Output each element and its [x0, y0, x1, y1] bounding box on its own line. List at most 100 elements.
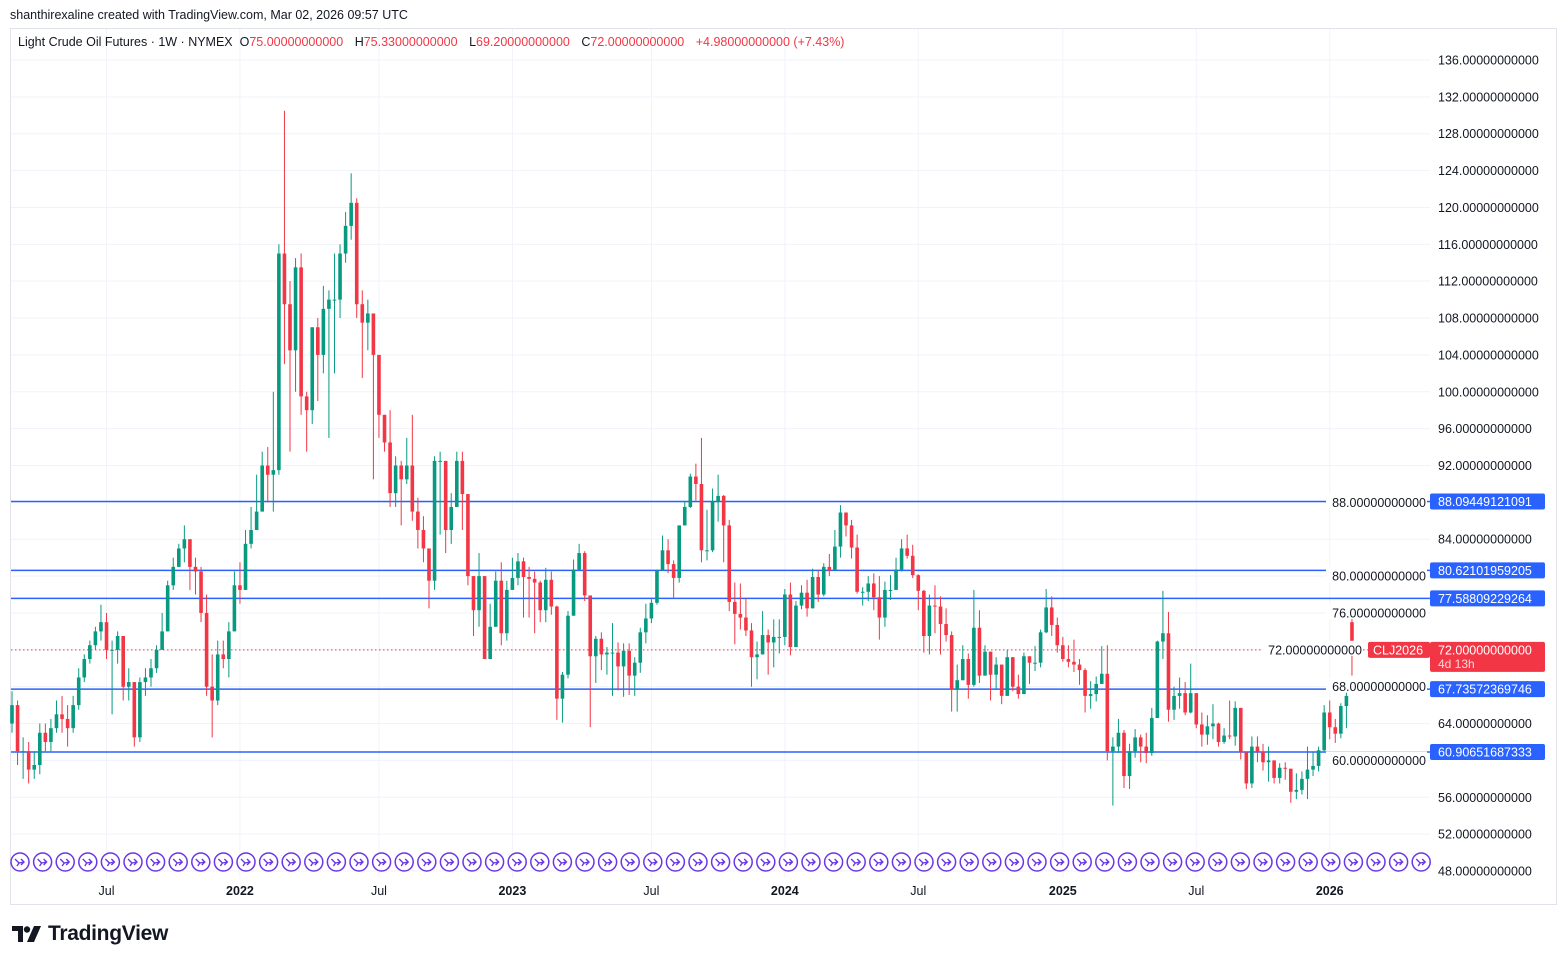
rollover-icon-arrow: [1234, 858, 1246, 867]
candle: [1277, 763, 1282, 784]
candle-body: [1211, 723, 1215, 727]
rollover-icon-circle: [417, 852, 437, 872]
candle-body: [1233, 707, 1237, 737]
candle-body: [571, 569, 576, 616]
candle: [966, 653, 971, 699]
open-value: 75.00000000000: [249, 35, 344, 49]
rollover-icon-circle: [1117, 852, 1138, 872]
candle-body: [1244, 752, 1249, 784]
candle: [393, 456, 398, 507]
candle-body: [1116, 732, 1121, 747]
time-tick-label: Jul: [99, 884, 115, 898]
candle-body: [126, 682, 131, 687]
price-tick-label-backing: [1326, 751, 1427, 767]
level-price-label: 67.73572369746: [1438, 683, 1532, 697]
candle-body: [449, 506, 454, 531]
candle: [99, 604, 103, 641]
candle-body: [543, 579, 548, 611]
candle-body: [1316, 750, 1321, 766]
candle: [60, 695, 64, 733]
candle-body: [960, 659, 965, 681]
candle-body: [1033, 662, 1037, 664]
rollover-icon-arrow: [1415, 858, 1427, 867]
candle: [777, 619, 782, 654]
rollover-icon: [1275, 852, 1296, 872]
candle-body: [65, 718, 70, 729]
rollover-icon-circle: [32, 852, 53, 872]
low-label: L: [469, 35, 477, 49]
candle-body: [833, 546, 837, 571]
candle-body: [555, 606, 559, 699]
candle: [1311, 752, 1315, 777]
candle: [416, 497, 420, 549]
tradingview-logo-icon: [12, 926, 41, 942]
rollover-icon-circle: [484, 852, 505, 872]
rollover-icon-circle: [507, 852, 527, 872]
rollover-icon-arrow: [602, 858, 613, 867]
candle: [71, 695, 75, 733]
candle: [1038, 629, 1043, 668]
candle-body: [26, 751, 31, 770]
rollover-icon-arrow: [873, 858, 884, 867]
price-tick-label: 92.00000000000: [1438, 459, 1532, 473]
level-price-badge: [1430, 744, 1545, 761]
candle: [988, 651, 993, 701]
candle-body: [310, 327, 315, 411]
candle-body: [866, 583, 871, 592]
chart-frame: [10, 28, 1557, 905]
candle: [555, 605, 559, 720]
candle-body: [821, 566, 826, 595]
candle: [1122, 729, 1126, 789]
candle-body: [349, 202, 353, 226]
candle-body: [777, 636, 782, 638]
candle: [1094, 676, 1098, 702]
rollover-icon: [281, 852, 301, 872]
rollover-icon: [1117, 852, 1138, 872]
candle-body: [632, 662, 637, 676]
candle: [1016, 674, 1021, 699]
candle: [1099, 646, 1104, 684]
candle-body: [132, 682, 137, 738]
rollover-icon-circle: [982, 852, 1002, 872]
candle: [866, 576, 871, 601]
candle-body: [1166, 633, 1171, 710]
candle: [488, 603, 492, 660]
candle: [1166, 612, 1171, 722]
price-tick-label-backing: [1326, 493, 1427, 509]
candle-body: [404, 465, 409, 480]
candle: [916, 574, 921, 611]
candle-body: [265, 465, 270, 475]
candle: [738, 583, 743, 630]
candle-body: [794, 605, 798, 648]
rollover-icon: [1072, 852, 1092, 872]
rollover-icon-arrow: [127, 858, 138, 867]
candle-body: [1133, 737, 1137, 752]
candle: [588, 595, 593, 728]
price-tick-label: 64.00000000000: [1438, 717, 1532, 731]
candle-body: [1305, 769, 1310, 779]
rollover-icon-arrow: [172, 858, 184, 867]
candle-body: [1311, 765, 1315, 770]
candle: [721, 494, 726, 563]
tradingview-logo[interactable]: TradingView: [12, 922, 168, 946]
candle-body: [99, 622, 103, 632]
candle-body: [1333, 727, 1338, 734]
close-value: 72.00000000000: [590, 35, 685, 49]
price-tick-label: 56.00000000000: [1438, 791, 1532, 805]
level-price-label: 60.90651687333: [1438, 746, 1532, 760]
candle: [632, 657, 637, 696]
candle: [126, 668, 131, 701]
rollover-icon-arrow: [421, 858, 432, 867]
candle: [510, 557, 515, 590]
candle-body: [710, 501, 715, 551]
candle-body: [744, 617, 748, 631]
candle: [705, 509, 709, 561]
rollover-icon-circle: [1230, 852, 1251, 872]
candle: [883, 581, 887, 627]
candle-body: [38, 732, 42, 766]
candle-body: [733, 601, 737, 614]
candle: [304, 391, 309, 452]
rollover-icon-circle: [213, 852, 234, 872]
